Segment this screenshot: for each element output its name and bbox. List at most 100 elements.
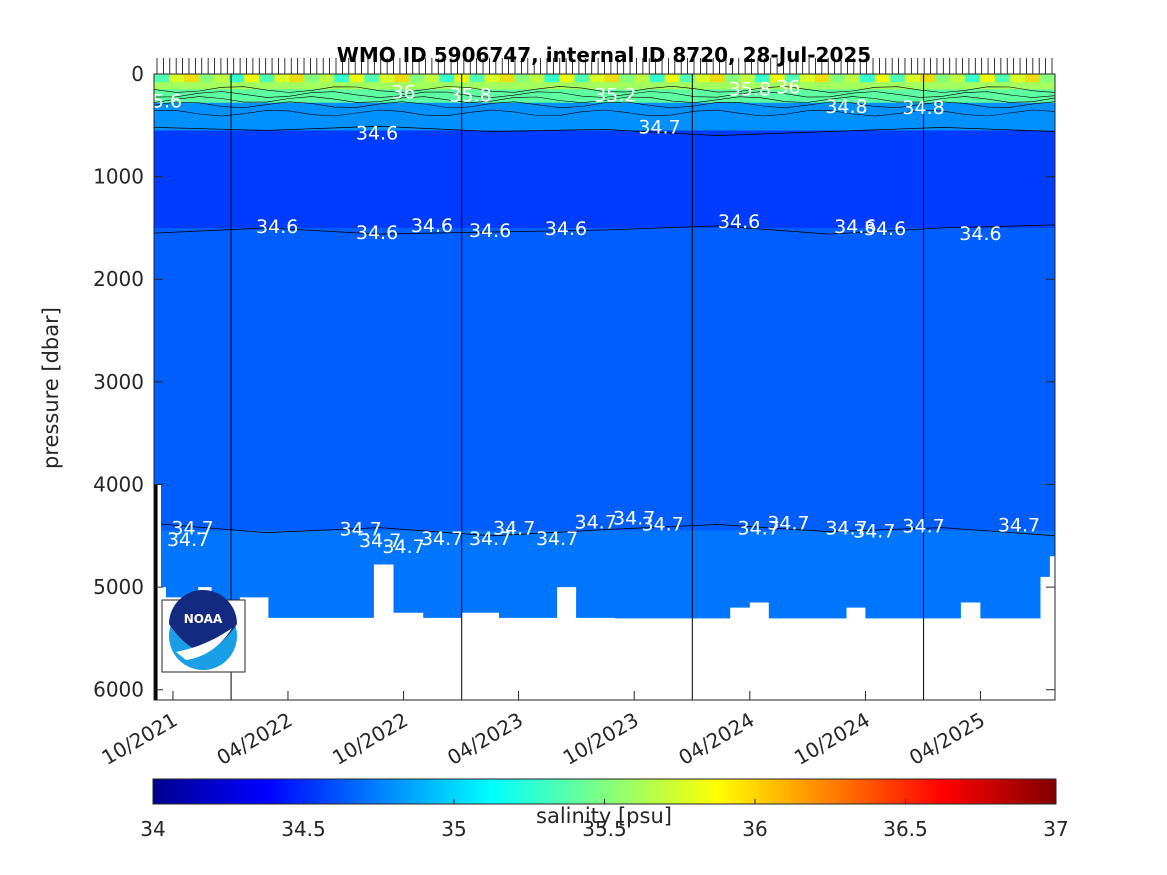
surface-stripe [154, 74, 170, 83]
surface-stripe [169, 74, 185, 83]
colorbar: 34 34.5 35 35.5 36 36.5 37 salinity [psu] [140, 778, 1069, 841]
noaa-logo: NOAA [161, 590, 246, 673]
surface-stripe [934, 74, 951, 83]
surface-stripe [724, 74, 741, 83]
surface-stripe [214, 74, 230, 83]
surface-stripe [574, 74, 590, 83]
contour-line [154, 101, 1055, 109]
surface-stripe [904, 74, 921, 83]
contour-label: 34.7 [171, 518, 213, 540]
colorbar-tick-label: 36 [742, 817, 767, 841]
colorbar-tick-label: 36.5 [883, 817, 928, 841]
surface-stripe [199, 74, 215, 83]
x-axis: 10/2021 04/2022 10/2022 04/2023 10/2023 04/20… [97, 691, 989, 770]
contour-label: 34.6 [545, 218, 587, 240]
contour-line [154, 91, 1055, 98]
surface-stripe [304, 74, 320, 83]
surface-stripe [979, 74, 996, 83]
y-tick-label: 3000 [93, 370, 144, 394]
contour-line [154, 224, 1055, 235]
x-tick-label: 04/2025 [905, 708, 989, 770]
logo-text: NOAA [184, 612, 223, 626]
y-tick-label: 1000 [93, 165, 144, 189]
contour-lines [154, 85, 1055, 537]
surface-stripe [274, 74, 290, 83]
surface-stripe [514, 74, 530, 83]
contour-line [154, 523, 1055, 537]
surface-stripe [649, 74, 666, 83]
surface-stripe [634, 74, 651, 83]
contour-label: 34.8 [825, 96, 867, 118]
contour-label: 34.6 [864, 218, 906, 240]
surface-stripe [769, 74, 786, 83]
contour-label: 34.6 [256, 216, 298, 238]
chart-title: WMO ID 5906747, internal ID 8720, 28-Jul… [337, 43, 871, 67]
surface-stripe [379, 74, 395, 83]
contour-label: 34.7 [738, 518, 780, 540]
contour-label: 34.7 [613, 507, 655, 529]
x-tick-label: 04/2023 [443, 708, 527, 770]
surface-stripe [619, 74, 636, 83]
contour-label: 34.7 [574, 511, 616, 533]
x-tick-label: 04/2022 [212, 708, 296, 770]
profile-tick-marks [156, 58, 1053, 74]
surface-stripe [1024, 74, 1041, 83]
y-tick-label: 6000 [93, 678, 144, 702]
colorbar-tick-label: 37 [1043, 817, 1068, 841]
surface-stripe [589, 74, 605, 83]
plot-area: 34.6 34.734.8 34.835.6 36 35.8 35.2 35.8 3634.6… [140, 74, 1055, 700]
surface-stripe [469, 74, 485, 83]
contour-label: 34.7 [167, 529, 209, 551]
surface-stripe [829, 74, 846, 83]
contour-label: 34.7 [493, 518, 535, 540]
surface-stripe [259, 74, 275, 83]
plot-frame [153, 73, 1056, 701]
contour-label: 34.6 [356, 222, 398, 244]
surface-stripe [394, 74, 410, 83]
surface-stripe [889, 74, 906, 83]
contour-label: 34.7 [853, 521, 895, 543]
surface-stripe [334, 74, 350, 83]
x-tick-label: 10/2021 [97, 708, 181, 770]
surface-stripe [694, 74, 711, 83]
colorbar-tick-label: 34.5 [281, 817, 326, 841]
colorbar-tick-label: 35 [441, 817, 466, 841]
surface-stripe [364, 74, 380, 83]
surface-stripe [559, 74, 575, 83]
surface-stripe [229, 74, 245, 83]
surface-stripe [844, 74, 861, 83]
y-axis: 0 1000 2000 3000 4000 5000 6000 [93, 62, 1055, 702]
contour-label: 35.2 [594, 85, 636, 107]
contour-line [154, 109, 1055, 117]
colorbar-tick-label: 35.5 [582, 817, 627, 841]
contour-label: 34.7 [339, 519, 381, 541]
contour-label: 35.6 [140, 91, 182, 113]
colorbar-tick-label: 34 [140, 817, 165, 841]
salinity-layer [154, 89, 1055, 104]
contour-label: 34.6 [834, 216, 876, 238]
surface-stripe [784, 74, 801, 83]
surface-stripe [484, 74, 500, 83]
surface-stripe [319, 74, 335, 83]
contour-label: 34.7 [421, 528, 463, 550]
surface-stripe [1009, 74, 1026, 83]
contour-label: 34.7 [359, 530, 401, 552]
year-boundary-lines [230, 74, 925, 700]
surface-stripe [949, 74, 966, 83]
surface-stripe [184, 74, 200, 83]
contour-label: 34.7 [902, 516, 944, 538]
contour-label: 34.7 [641, 513, 683, 535]
surface-stripe [964, 74, 981, 83]
x-tick-label: 10/2023 [559, 708, 643, 770]
surface-stripe [739, 74, 756, 83]
surface-stripe [919, 74, 936, 83]
contour-line [154, 85, 1055, 93]
surface-stripe [1039, 74, 1055, 83]
y-tick-label: 2000 [93, 267, 144, 291]
surface-stripe [439, 74, 455, 83]
contour-label: 35.8 [449, 85, 491, 107]
contour-labels: 34.6 34.734.8 34.835.6 36 35.8 35.2 35.8 3634.6… [140, 76, 1040, 558]
contour-line [154, 125, 1055, 137]
contour-label: 34.6 [469, 220, 511, 242]
